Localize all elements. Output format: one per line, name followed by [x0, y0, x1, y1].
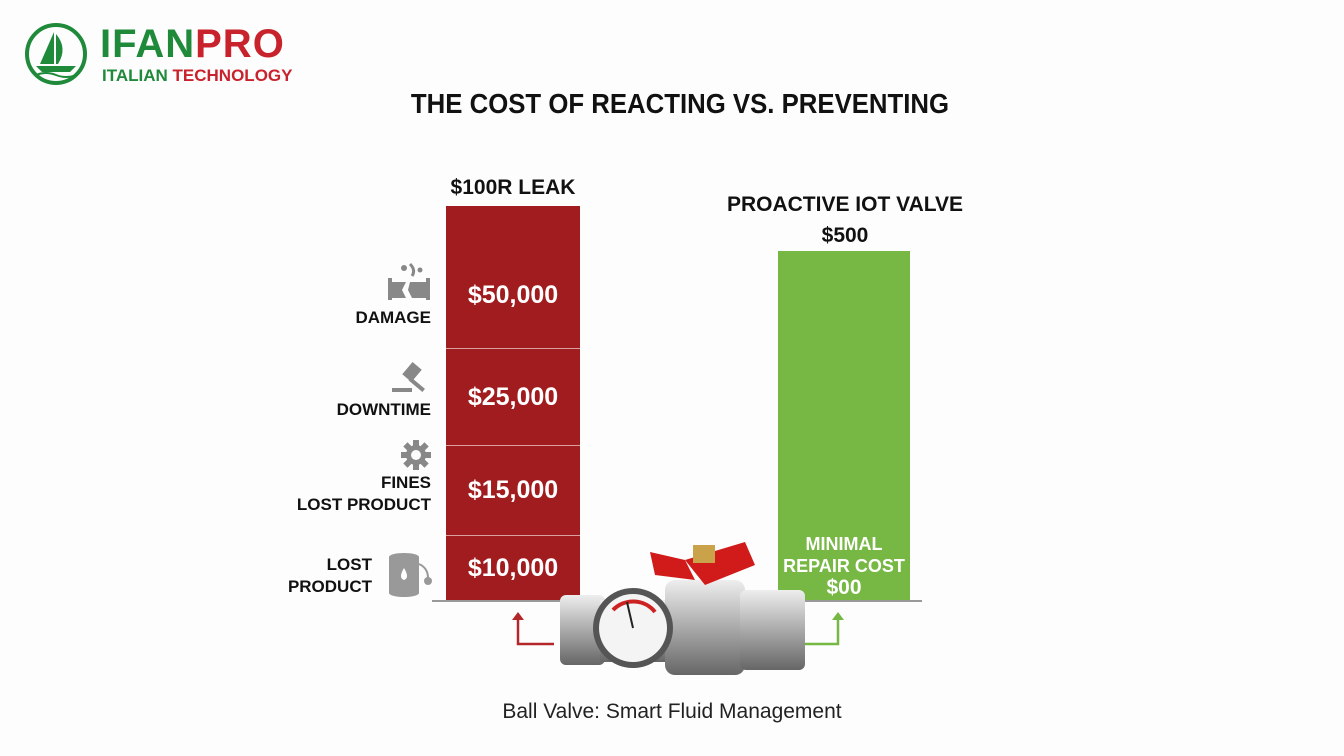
reactive-bar-header: $100R LEAK: [450, 176, 576, 199]
proactive-bar: MINIMAL REPAIR COST $00: [778, 251, 910, 601]
gavel-icon: [392, 362, 425, 392]
label-fines: FINES LOST PRODUCT: [250, 472, 431, 516]
logo-tagline: ITALIAN TECHNOLOGY: [102, 66, 293, 85]
ball-valve-image: [560, 542, 805, 675]
segment-lost-product: $10,000: [467, 554, 559, 582]
broken-pipe-icon: [388, 262, 430, 300]
reactive-baseline: [432, 600, 592, 602]
proactive-note: MINIMAL REPAIR COST $00: [768, 533, 920, 599]
note-line2: REPAIR COST: [783, 556, 905, 576]
proactive-header-value: $500: [821, 224, 869, 247]
logo-wordmark: IFANPRO: [100, 22, 285, 66]
segment-downtime: $25,000: [446, 349, 580, 446]
proactive-header-title: PROACTIVE IOT VALVE: [726, 193, 964, 216]
segment-damage: $50,000: [446, 206, 580, 349]
label-lost-product-line2: PRODUCT: [287, 577, 372, 596]
caption: Ball Valve: Smart Fluid Management: [502, 700, 842, 723]
label-lost-product-line1: LOST: [326, 555, 372, 574]
label-fines-line1: FINES: [380, 473, 431, 492]
proactive-baseline: [770, 600, 922, 602]
proactive-bar-header: PROACTIVE IOT VALVE $500: [700, 189, 990, 251]
chart-title: THE COST OF REACTING VS. PREVENTING: [410, 88, 950, 119]
reactive-stacked-bar: $50,000 $25,000 $15,000 $10,000: [446, 206, 580, 601]
note-line3: $00: [826, 576, 862, 599]
oil-barrel-icon: [389, 553, 432, 597]
segment-fines: $15,000: [446, 446, 580, 536]
logo-emblem-icon: [25, 23, 87, 85]
note-line1: MINIMAL: [805, 534, 883, 554]
gear-icon: [401, 440, 431, 470]
green-arrow-icon: [804, 612, 844, 646]
red-arrow-icon: [512, 612, 554, 646]
label-fines-line2: LOST PRODUCT: [296, 495, 431, 514]
label-damage: DAMAGE: [355, 308, 431, 327]
label-downtime: DOWNTIME: [336, 400, 431, 419]
label-lost-product: LOST PRODUCT: [250, 554, 372, 598]
